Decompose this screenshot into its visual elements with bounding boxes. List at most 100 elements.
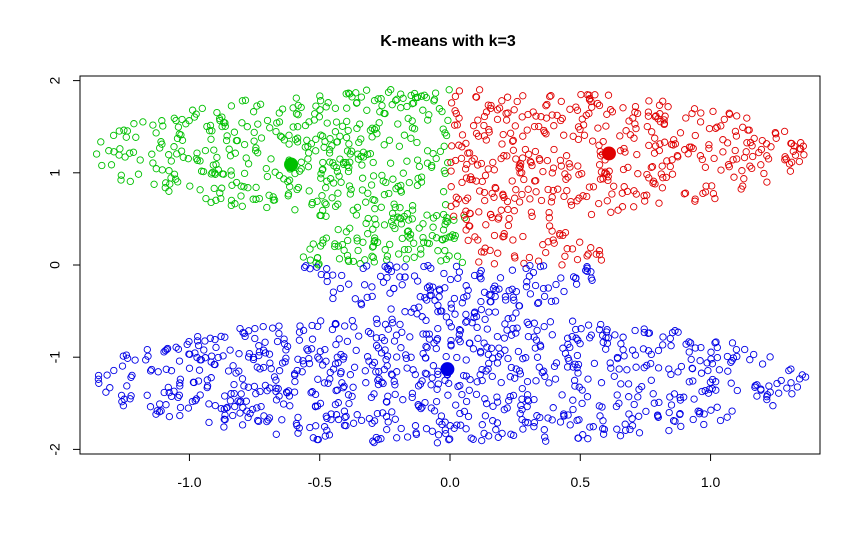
data-point — [174, 393, 182, 402]
data-point — [205, 418, 213, 427]
data-point — [408, 202, 417, 210]
data-point — [620, 352, 628, 360]
data-point — [291, 371, 299, 379]
data-point — [393, 434, 401, 442]
data-point — [356, 260, 364, 268]
data-point — [447, 336, 455, 345]
data-point — [205, 127, 214, 135]
data-point — [345, 182, 354, 190]
data-point — [707, 348, 715, 356]
data-point — [482, 136, 490, 144]
data-point — [249, 108, 258, 116]
data-point — [480, 288, 489, 296]
data-point — [765, 382, 773, 390]
data-point — [704, 366, 712, 375]
data-point — [321, 199, 329, 207]
data-point — [432, 344, 440, 353]
data-point — [625, 410, 633, 418]
data-point — [326, 158, 334, 166]
data-point — [144, 352, 152, 360]
data-point — [407, 91, 415, 100]
data-point — [306, 423, 314, 432]
data-point — [489, 284, 498, 293]
data-point — [746, 162, 754, 170]
data-point — [462, 356, 470, 364]
data-point — [289, 123, 297, 131]
data-point — [487, 298, 495, 306]
data-point — [314, 322, 322, 331]
data-point — [511, 374, 519, 382]
data-point — [613, 425, 621, 433]
data-point — [681, 146, 689, 154]
data-point — [455, 268, 464, 276]
data-point — [410, 272, 419, 280]
data-point — [727, 379, 735, 387]
data-point — [307, 345, 316, 353]
data-point — [205, 400, 213, 408]
data-point — [319, 361, 327, 369]
data-point — [466, 375, 474, 384]
data-point — [465, 386, 473, 394]
data-point — [458, 131, 467, 139]
data-point — [468, 157, 476, 165]
data-point — [398, 234, 406, 243]
data-point — [510, 106, 518, 114]
data-point — [217, 332, 225, 341]
data-point — [475, 86, 484, 94]
data-point — [317, 317, 325, 325]
data-point — [530, 423, 538, 431]
data-point — [269, 196, 278, 204]
data-point — [512, 329, 520, 337]
data-point — [431, 89, 440, 97]
data-point — [419, 106, 427, 114]
data-point — [775, 389, 783, 397]
data-point — [603, 339, 612, 348]
data-point — [462, 397, 471, 406]
data-point — [392, 96, 400, 105]
data-point — [165, 187, 173, 195]
data-point — [704, 389, 713, 397]
data-point — [286, 402, 294, 410]
data-point — [545, 222, 554, 230]
data-point — [685, 378, 693, 386]
data-point — [207, 198, 215, 207]
data-point — [332, 340, 340, 349]
data-point — [222, 404, 231, 412]
data-point — [524, 332, 533, 341]
data-point — [557, 97, 565, 106]
data-point — [397, 215, 405, 223]
data-point — [293, 421, 301, 430]
data-point — [572, 334, 580, 342]
data-point — [178, 136, 187, 144]
data-point — [640, 325, 648, 333]
data-point — [645, 141, 653, 150]
data-point — [173, 134, 182, 143]
data-point — [573, 351, 582, 360]
data-point — [489, 417, 497, 425]
data-point — [477, 305, 486, 314]
data-point — [589, 183, 598, 191]
data-point — [552, 280, 560, 289]
data-point — [762, 140, 771, 148]
data-point — [705, 144, 713, 153]
data-point — [619, 165, 628, 174]
data-point — [335, 172, 343, 180]
data-point — [597, 320, 605, 329]
data-point — [710, 154, 718, 163]
data-point — [579, 431, 587, 439]
data-point — [208, 127, 216, 135]
data-point — [556, 418, 565, 426]
data-point — [472, 177, 480, 185]
data-point — [213, 108, 221, 117]
data-point — [109, 131, 118, 140]
data-point — [126, 177, 134, 186]
data-point — [624, 380, 633, 388]
data-point — [738, 167, 746, 175]
data-point — [750, 350, 758, 359]
data-point — [783, 384, 791, 392]
data-point — [175, 357, 184, 365]
data-point — [630, 400, 638, 409]
data-point — [588, 137, 597, 145]
data-point — [357, 301, 366, 309]
